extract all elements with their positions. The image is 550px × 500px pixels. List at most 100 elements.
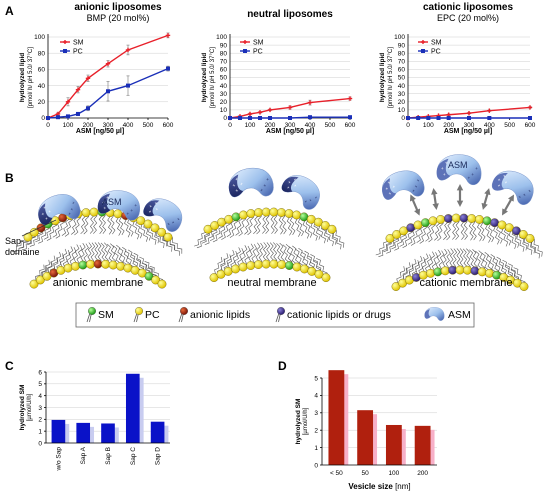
bar-chart-saposins: 0 1 2 3 4 5 6 w/o Sap Sap A Sap B Sap C Sap D hydrol… — [19, 369, 170, 472]
svg-text:+: + — [445, 161, 448, 166]
svg-text:+: + — [42, 205, 47, 211]
legend-label-sm: SM — [253, 40, 264, 47]
data-point-pc — [528, 116, 532, 120]
diagram-legend: SM PC anionic lipids cationic lipids or dru… — [75, 302, 475, 328]
x-tick-label: 100 — [388, 470, 399, 477]
panel-label-d: D — [278, 359, 287, 373]
y-tick-label: 1 — [38, 428, 42, 435]
svg-text:+: + — [232, 184, 236, 189]
x-tick-label: 100 — [63, 122, 74, 129]
svg-text:+: + — [70, 206, 75, 212]
pc-icon — [133, 307, 143, 323]
bar — [150, 421, 165, 443]
y-tick-label: 90 — [220, 42, 228, 49]
data-point-pc — [106, 89, 110, 94]
sap-pointer — [21, 219, 57, 237]
y-tick-label: 40 — [398, 83, 406, 90]
x-tick-label: Sap B — [105, 447, 112, 465]
y-axis-label: hydrolyzed lipid — [379, 53, 386, 103]
bar — [414, 425, 431, 465]
data-point-pc — [258, 116, 262, 120]
svg-text:+: + — [308, 197, 313, 203]
data-point-pc — [56, 115, 60, 120]
svg-text:+: + — [155, 206, 160, 212]
y-tick-label: 60 — [220, 67, 228, 74]
asm-enzyme-repelled-1: ++++ +++ — [382, 170, 425, 200]
legend-marker-sm — [421, 40, 425, 44]
y-tick-label: 90 — [398, 42, 406, 49]
data-point-pc — [248, 116, 252, 120]
bar — [76, 422, 91, 443]
series-line-sm — [47, 34, 169, 119]
membrane-diagram: ++++ +++++++++++++ ++++ASMSap-domaineanion… — [5, 154, 543, 291]
svg-text:+: + — [48, 209, 53, 215]
svg-text:+: + — [166, 221, 171, 227]
y-tick-label: 80 — [38, 50, 46, 57]
svg-text:+: + — [504, 179, 509, 185]
x-tick-label: 0 — [228, 122, 232, 129]
data-point-pc — [406, 116, 410, 120]
x-tick-label: 600 — [345, 122, 356, 129]
svg-text:+: + — [502, 173, 507, 179]
y-tick-label: 100 — [34, 34, 45, 41]
y-axis-unit: [µmol/U/h] — [303, 407, 309, 435]
x-tick-label: 500 — [504, 122, 515, 129]
data-point-pc — [66, 114, 70, 119]
x-tick-label: Sap D — [155, 447, 162, 465]
panel-label-c: C — [5, 359, 14, 373]
data-point-pc — [268, 116, 272, 120]
chart-title: neutral liposomes — [247, 9, 333, 20]
sm-icon — [86, 307, 96, 323]
y-tick-label: 20 — [38, 99, 46, 106]
y-tick-label: 80 — [220, 50, 228, 57]
legend-pc: PC — [145, 309, 160, 321]
svg-text:+: + — [154, 200, 159, 206]
y-tick-label: 1 — [314, 445, 318, 452]
asm-enzyme-repelled-3: +++++++ — [491, 170, 534, 205]
asm-enzyme-free-2: + ++ ++ ++ — [281, 175, 320, 210]
asm-enzyme-bound-1: ++++ +++ — [38, 194, 81, 225]
x-tick-label: 500 — [143, 122, 154, 129]
y-tick-label: 30 — [220, 91, 228, 98]
membrane-label-neutral: neutral membrane — [227, 277, 316, 289]
bar-chart-vesicle-size: 0 1 2 3 4 5 < 50 50 100 200 hydrolyzed SM [µmol/U/h… — [295, 370, 437, 491]
membrane-label-cationic: cationic membrane — [420, 277, 513, 289]
bar — [357, 410, 374, 465]
svg-text:+: + — [392, 184, 396, 190]
svg-text:+: + — [266, 178, 270, 183]
legend-label-sm: SM — [431, 40, 442, 47]
bar — [328, 370, 345, 465]
x-tick-label: 300 — [464, 122, 475, 129]
y-tick-label: 30 — [398, 91, 406, 98]
svg-text:+: + — [497, 177, 502, 183]
repulsion-arrow — [431, 188, 439, 210]
y-tick-label: 10 — [220, 107, 228, 114]
svg-text:+: + — [235, 189, 239, 194]
y-tick-label: 3 — [314, 410, 318, 417]
legend-box — [75, 302, 475, 328]
y-tick-label: 0 — [41, 115, 45, 122]
data-point-pc — [416, 116, 421, 120]
y-tick-label: 5 — [314, 375, 318, 382]
x-tick-label: 500 — [325, 122, 336, 129]
svg-text:+: + — [109, 200, 112, 205]
data-point-pc — [467, 116, 471, 120]
x-tick-label: 200 — [265, 122, 276, 129]
repulsion-arrow — [481, 188, 491, 210]
repulsion-arrow — [502, 194, 514, 216]
x-tick-label: Sap A — [80, 446, 87, 464]
y-tick-label: 100 — [394, 34, 405, 41]
y-tick-label: 3 — [38, 405, 42, 412]
data-point-sm — [487, 108, 492, 113]
svg-text:+: + — [44, 216, 49, 222]
y-axis-label: hydrolyzed lipid — [201, 53, 208, 103]
y-axis-unit: [µmol/U/h] — [27, 393, 33, 421]
legend-anionic: anionic lipids — [190, 309, 250, 321]
svg-text:+: + — [416, 177, 420, 183]
y-tick-label: 2 — [38, 417, 42, 424]
legend-label-sm: SM — [73, 40, 84, 47]
asm-enzyme-repelled-2: +++++++ — [436, 154, 482, 186]
svg-text:+: + — [471, 173, 474, 178]
